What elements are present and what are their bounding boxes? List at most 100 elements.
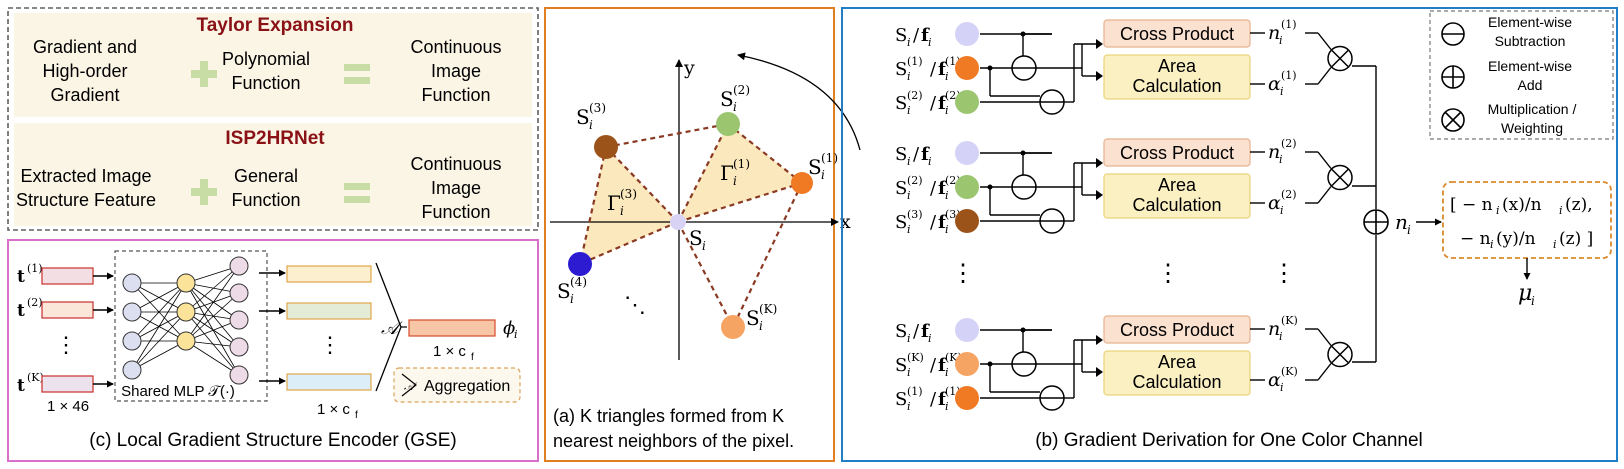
triangle-caption-line2: nearest neighbors of the pixel. xyxy=(553,431,794,451)
point-labels: S i S i (1) S i (2) S i (3) S i (4) S i … xyxy=(557,83,838,333)
gse-input-dim: 1 × 46 xyxy=(47,398,89,415)
row-label-f-sub: i xyxy=(945,189,949,202)
legend-multiplication-line2: Weighting xyxy=(1501,120,1563,136)
taylor-term1-line2: High-order xyxy=(42,61,127,81)
svg-text:i: i xyxy=(1280,381,1284,394)
row-point xyxy=(955,22,979,46)
area-label-line1: Area xyxy=(1158,175,1197,195)
svg-text:(K): (K) xyxy=(1281,314,1298,327)
legend-subtraction-line2: Subtraction xyxy=(1495,33,1566,49)
area-label-line2: Calculation xyxy=(1132,372,1221,392)
isp-result-line3: Function xyxy=(421,202,490,222)
center-point xyxy=(670,214,686,230)
gse-caption: (c) Local Gradient Structure Encoder (GS… xyxy=(89,430,456,451)
phi-dim-sub: f xyxy=(471,352,474,363)
area-output: α i (1) xyxy=(1268,69,1297,98)
area-label-line2: Calculation xyxy=(1132,76,1221,96)
row-label-sub: i xyxy=(907,155,911,168)
row-point xyxy=(955,318,979,342)
gamma3-sub: i xyxy=(620,204,624,218)
row-label-slash: / xyxy=(913,321,920,342)
neighbor-4-sub: i xyxy=(570,292,574,306)
area-label-line1: Area xyxy=(1158,352,1197,372)
neighbor-2-point xyxy=(716,112,740,136)
result-line2-sub1: i xyxy=(1490,238,1494,251)
row-label-slash: / xyxy=(930,389,937,410)
mlp-node xyxy=(229,310,249,330)
concept-comparison-panel: Taylor Expansion Gradient and High-order… xyxy=(7,7,539,231)
neighbor-3-sub: i xyxy=(589,118,593,132)
row-label-sup: (2) xyxy=(907,174,923,187)
mlp-node xyxy=(229,337,249,357)
gse-input-2-sup: (2) xyxy=(27,296,43,309)
neighbor-3-sup: (3) xyxy=(589,101,606,115)
row-label-slash: / xyxy=(913,25,920,46)
result-line1-sub2: i xyxy=(1559,204,1563,217)
row-label-sub: i xyxy=(907,104,911,117)
isp-term2-line1: General xyxy=(234,166,298,186)
gse-input-K-label: t xyxy=(17,376,25,396)
neighbor-K-label: S xyxy=(746,306,760,330)
row-label-f: f xyxy=(921,321,930,342)
concept-panel-border xyxy=(7,7,539,231)
area-calculation-box xyxy=(1103,54,1251,100)
area-label-line1: Area xyxy=(1158,56,1197,76)
isp-plus-icon xyxy=(191,179,217,205)
svg-text:n: n xyxy=(1268,318,1280,340)
result-line1-a: [ − n xyxy=(1450,195,1493,215)
area-calculation-box xyxy=(1103,350,1251,396)
svg-text:i: i xyxy=(1279,330,1283,343)
mlp-connections xyxy=(131,265,240,376)
result-line2-a: − n xyxy=(1460,229,1491,249)
ops-vdots: ⋮ xyxy=(1156,260,1180,287)
gse-output-dots: ⋮ xyxy=(319,332,341,357)
row-label-f: f xyxy=(938,212,947,233)
svg-text:i: i xyxy=(1279,34,1283,47)
row-label-sub: i xyxy=(907,366,911,379)
mlp-node xyxy=(176,273,196,293)
svg-text:α: α xyxy=(1268,192,1281,214)
shared-mlp-label: Shared MLP 𝒯(·) xyxy=(121,383,235,400)
neighbor-4-label: S xyxy=(557,279,571,303)
mlp-node xyxy=(122,331,142,351)
row-label-sub: i xyxy=(907,189,911,202)
gse-input-K-sup: (K) xyxy=(27,371,44,384)
row-label-s: S xyxy=(895,212,907,233)
gse-input-dots: ⋮ xyxy=(55,332,77,357)
legend-subtraction-line1: Element-wise xyxy=(1488,14,1572,30)
row-label-slash: / xyxy=(930,212,937,233)
mlp-node xyxy=(122,302,142,322)
legend-subtraction: Element-wise Subtraction xyxy=(1441,14,1572,49)
row-label-slash: / xyxy=(930,59,937,80)
svg-text:i: i xyxy=(1280,204,1284,217)
ni-label: n xyxy=(1395,210,1408,234)
mlp-node xyxy=(229,283,249,303)
gamma1-label: Γ xyxy=(720,161,734,185)
result-formula: [ − n i (x)/n i (z), − n i (y)/n i (z) ] xyxy=(1450,195,1593,251)
area-calculation-box xyxy=(1103,173,1251,219)
row-label-sub: i xyxy=(907,400,911,413)
cross-product-label: Cross Product xyxy=(1120,24,1234,44)
row-label-sup: (K) xyxy=(907,351,924,364)
row-label-slash: / xyxy=(913,144,920,165)
row-point xyxy=(955,90,979,114)
row-label-slash: / xyxy=(930,355,937,376)
gse-output-features xyxy=(259,265,372,391)
row-label-f-sub: i xyxy=(928,332,932,345)
gse-input-K: t (K) xyxy=(17,371,114,396)
x-axis-label: x xyxy=(840,211,851,233)
legend-add-line1: Element-wise xyxy=(1488,58,1572,74)
gamma3-sup: (3) xyxy=(620,187,637,201)
row-point xyxy=(955,352,979,376)
gse-output-dim: 1 × c xyxy=(317,401,350,418)
gamma1-sup: (1) xyxy=(733,157,750,171)
legend-add: Element-wise Add xyxy=(1441,58,1572,93)
gamma3-triangle xyxy=(580,147,678,264)
neighbor-1-sup: (1) xyxy=(821,151,838,165)
neighbor-1-label: S xyxy=(808,155,822,179)
